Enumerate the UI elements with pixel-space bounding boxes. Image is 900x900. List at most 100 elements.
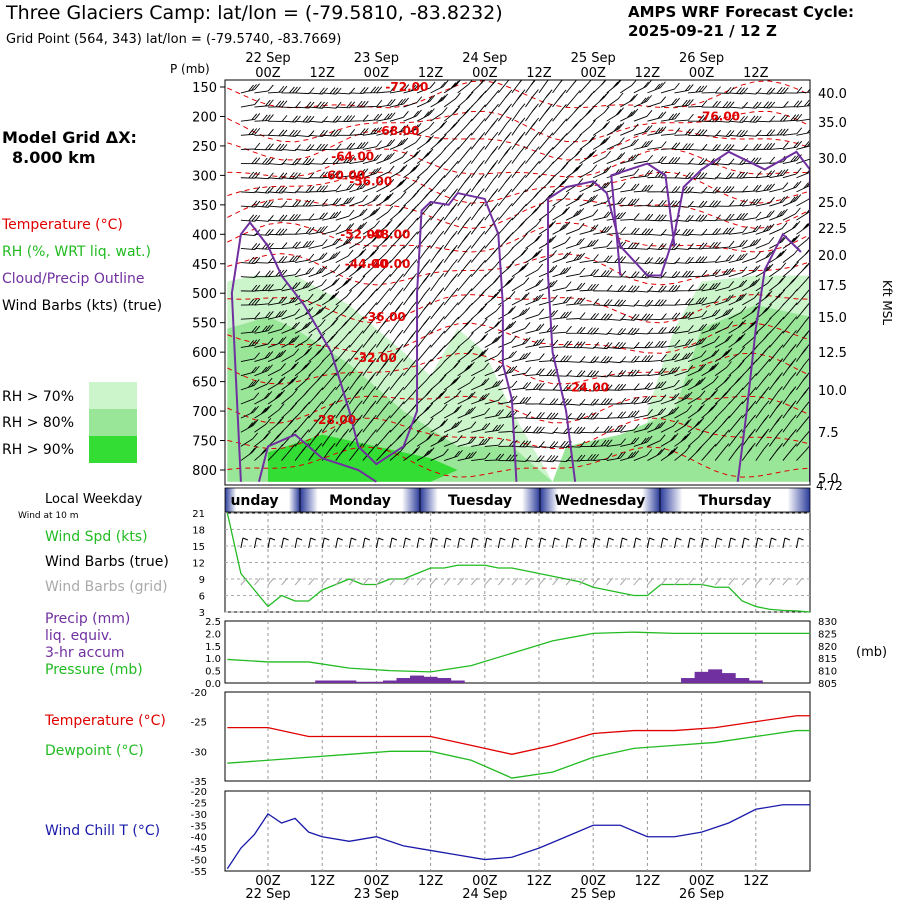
wind-barb — [796, 343, 810, 362]
wind-barb — [322, 211, 342, 221]
wind-barb — [714, 388, 731, 405]
time-tick-label-bottom: 12Z — [526, 874, 552, 889]
wind-barb — [362, 372, 377, 391]
wind-barb-true — [511, 537, 520, 549]
wind-barb — [281, 295, 301, 306]
wind-barb — [728, 429, 743, 447]
wind-barb-grid — [511, 577, 519, 586]
wind-barb — [362, 343, 377, 362]
precip-bar — [369, 681, 384, 683]
wind-barb — [376, 179, 395, 193]
wind-barb — [660, 171, 681, 179]
wind-barb — [484, 90, 500, 108]
wind-barb — [620, 423, 640, 433]
wind-barb — [647, 313, 667, 321]
wind-barb-true — [335, 537, 343, 549]
wind-barb — [471, 362, 490, 377]
wind-barb — [430, 244, 444, 263]
wind-barb — [688, 283, 708, 292]
wind-barb — [525, 248, 543, 263]
wind-barb — [511, 262, 529, 278]
wind-barb — [484, 379, 504, 391]
wind-barb — [755, 143, 776, 150]
wind-barb — [525, 278, 544, 292]
wind-barb — [349, 114, 369, 122]
wind-barb-true — [755, 537, 763, 549]
legend-rh80-swatch — [89, 409, 137, 436]
wind-barb — [430, 433, 449, 447]
wind-barb — [552, 104, 567, 122]
wind-barb — [525, 397, 545, 405]
wind-barb — [688, 114, 708, 122]
wind-barb — [416, 432, 435, 447]
wind-barb — [728, 279, 748, 292]
wind-barb-grid — [755, 577, 763, 586]
wind-barb — [620, 183, 640, 193]
wind-barb — [552, 355, 572, 363]
wind-barb — [565, 90, 581, 108]
wind-barb-grid — [592, 577, 600, 586]
time-tick-label-top: 12Z — [526, 66, 552, 81]
wind-barb — [403, 231, 418, 249]
wind-barb — [498, 217, 514, 235]
wind-barb — [362, 247, 380, 263]
wind-barb — [484, 349, 503, 362]
wind-barb — [701, 100, 721, 108]
wind-barb — [335, 236, 354, 249]
wind-barb — [688, 129, 708, 137]
wind-barb — [633, 110, 653, 122]
wind-barb — [796, 99, 810, 108]
wind-barb — [308, 414, 323, 433]
wind-speed-tick-label: 12 — [192, 559, 205, 570]
wind-barb — [593, 299, 613, 306]
wind-barb — [389, 445, 406, 461]
weekday-segment — [659, 487, 811, 513]
wind-barb — [335, 303, 352, 320]
precip-bar — [450, 680, 465, 683]
wind-barb — [389, 329, 404, 348]
wind-barb — [647, 200, 667, 207]
wind-barb — [755, 442, 770, 461]
wind-barb-grid — [281, 577, 288, 586]
wind-barb — [484, 174, 499, 193]
wind-barb — [755, 223, 775, 235]
wind-barb — [294, 374, 311, 391]
wind-barb — [471, 422, 491, 433]
dewpoint-label: Dewpoint (°C) — [45, 743, 144, 759]
wind-barb — [267, 100, 288, 108]
wind-barb — [430, 120, 448, 136]
wind-barb — [322, 87, 342, 95]
wind-barb — [403, 136, 422, 150]
wind-barb — [579, 440, 599, 448]
wind-barb — [511, 232, 528, 249]
precip-tick-label: 1.0 — [205, 654, 221, 665]
wind-barb — [362, 207, 381, 221]
wind-barb — [308, 101, 328, 109]
wind-barb — [688, 256, 708, 264]
temperature-contour — [227, 80, 810, 109]
wind-barb — [294, 320, 313, 334]
wind-barb — [525, 146, 540, 164]
wind-speed-tick-label: 18 — [192, 526, 205, 537]
wind-barb — [674, 391, 693, 405]
wind-barb — [349, 261, 366, 278]
wind-barb — [470, 118, 486, 136]
cloud-outline — [230, 191, 518, 482]
wind-barb — [511, 396, 532, 405]
wind-barb — [308, 143, 328, 151]
wind-barb — [416, 315, 431, 334]
height-tick-label: 30.0 — [818, 152, 847, 167]
wind-barb-grid — [525, 577, 532, 586]
wind-barb — [240, 214, 261, 222]
wind-barb — [281, 129, 301, 137]
wind-barb-true — [565, 537, 574, 549]
precip-bar — [694, 671, 709, 683]
pressure-tick-label-right: 815 — [818, 654, 837, 665]
wind-barb — [484, 231, 500, 249]
wind-barb — [606, 107, 624, 122]
wind-barb-grid — [741, 577, 749, 586]
wind-barb — [295, 253, 315, 264]
wind-barb — [660, 284, 681, 292]
wind-barb — [416, 287, 431, 306]
wind-barb — [254, 284, 274, 292]
